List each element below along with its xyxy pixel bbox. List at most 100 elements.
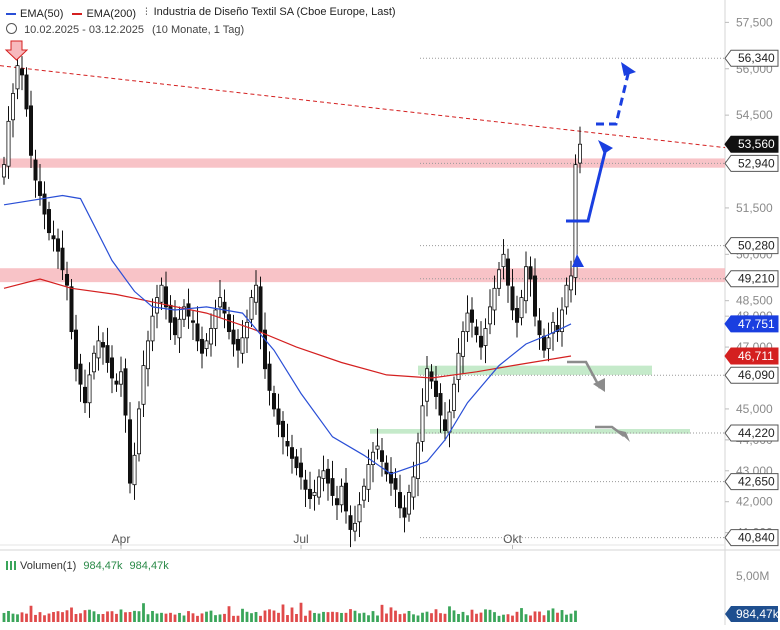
volume-bar: [34, 614, 37, 622]
date-range: 10.02.2025 - 03.12.2025: [24, 24, 144, 36]
volume-bar: [470, 609, 474, 622]
volume-tag: [725, 606, 778, 622]
bull-target-arrowhead: [621, 62, 636, 76]
x-tick-label: Jul: [293, 532, 308, 546]
candle-body: [56, 238, 61, 252]
volume-bar: [146, 614, 150, 622]
volume-bar: [317, 613, 321, 622]
y-tick-label: 42,000: [736, 495, 773, 509]
volume-bar: [412, 614, 415, 622]
candle-body: [411, 476, 416, 498]
candle-body: [578, 143, 583, 164]
candle-body: [119, 371, 124, 385]
ema50-line: [3, 194, 572, 475]
candle-body: [487, 306, 492, 325]
volume-label: Volumen(1): [20, 560, 77, 572]
volume-axis-label: 5,00M: [736, 569, 769, 583]
candle-body: [213, 309, 218, 329]
bear-arrowhead: [593, 378, 605, 392]
y-tick-label: 51,500: [736, 201, 773, 215]
volume-bar: [515, 611, 519, 622]
bull-target-path: [596, 69, 631, 126]
volume-bar: [52, 612, 55, 622]
volume-bar: [214, 615, 217, 622]
candle-body: [406, 492, 411, 515]
candle-body: [217, 297, 222, 308]
volume-bar: [403, 613, 406, 622]
volume-bar: [97, 614, 100, 622]
clock-icon: [6, 23, 17, 34]
volume-bar: [259, 615, 262, 622]
volume-bar: [38, 612, 42, 622]
bull-path: [566, 147, 608, 223]
candle-body: [65, 274, 70, 286]
volume-bar: [407, 610, 411, 622]
volume-bar: [488, 609, 492, 622]
volume-bar: [506, 614, 510, 622]
candle-body: [415, 442, 420, 479]
period-label: (10 Monate, 1 Tag): [152, 24, 245, 36]
price-tag: [724, 315, 779, 333]
candle-body: [159, 284, 164, 303]
bull-arrowhead: [598, 140, 613, 154]
candle-body: [316, 476, 321, 498]
volume-bar: [187, 611, 190, 622]
volume-bar: [272, 610, 276, 622]
volume-bar: [20, 612, 24, 622]
volume-bar: [326, 612, 330, 622]
volume-bar: [430, 613, 433, 622]
volume-bar: [106, 611, 109, 622]
volume-bar: [218, 614, 222, 622]
candle-body: [110, 357, 115, 379]
volume-bar: [164, 613, 168, 622]
candle-body: [208, 328, 213, 345]
candle-body: [560, 309, 565, 333]
legend-ema50[interactable]: EMA(50): [6, 8, 63, 20]
candle-body: [361, 485, 366, 501]
candle-body: [325, 468, 330, 484]
volume-bar: [88, 609, 91, 622]
volume-bar: [128, 612, 132, 622]
candle-body: [402, 507, 407, 518]
price-tag: [724, 424, 779, 442]
candle-body: [10, 93, 15, 121]
volume-bar: [538, 611, 541, 622]
candle-body: [343, 482, 348, 512]
volume-value-b: 984,47k: [129, 560, 169, 572]
candle-body: [397, 492, 402, 509]
y-tick-label: 54,500: [736, 108, 773, 122]
volume-bar: [142, 603, 145, 622]
volume-bar: [466, 615, 469, 622]
chart-header: EMA(50) EMA(200) ⫶ Industria de Diseño T…: [6, 6, 396, 20]
volume-bar: [371, 611, 375, 622]
volume-bar: [169, 612, 172, 622]
candle-body: [307, 488, 312, 500]
candle-body: [438, 393, 443, 416]
volume-bar: [79, 613, 82, 622]
candle-body: [105, 345, 110, 363]
volume-bar: [389, 607, 393, 622]
candle-body: [226, 314, 231, 333]
volume-bar: [56, 611, 60, 622]
volume-bar: [439, 613, 442, 622]
volume-icon: [6, 561, 16, 570]
candle-body: [42, 193, 47, 215]
candle-body: [195, 323, 200, 342]
candle-body: [388, 471, 393, 484]
candle-body: [533, 275, 538, 317]
candle-body: [244, 321, 249, 339]
volume-bar: [547, 610, 550, 622]
price-tag: [724, 49, 779, 67]
volume-bar: [358, 613, 361, 622]
legend-ema200[interactable]: EMA(200): [72, 8, 136, 20]
volume-bar: [137, 611, 141, 622]
candle-body: [420, 405, 425, 442]
candle-body: [15, 65, 20, 90]
candle-body: [298, 462, 303, 478]
volume-bar: [205, 611, 208, 622]
volume-bar: [286, 615, 289, 622]
price-tag-label: 56,340: [738, 51, 775, 65]
candle-body: [546, 337, 551, 350]
